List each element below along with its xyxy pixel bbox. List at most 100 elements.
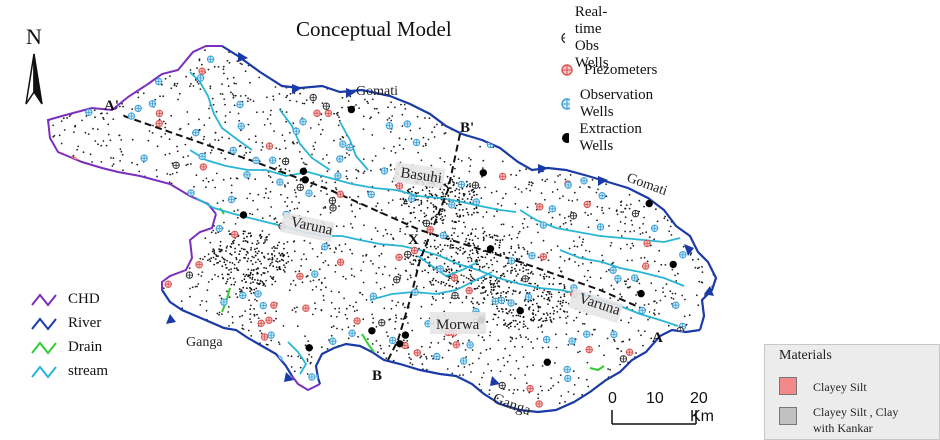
grid-dot: [450, 342, 452, 345]
grid-dot: [77, 191, 79, 194]
grid-dot: [461, 301, 464, 304]
grid-dot: [457, 247, 459, 250]
grid-dot: [166, 48, 169, 50]
grid-dot: [339, 138, 342, 141]
grid-dot: [217, 409, 220, 411]
grid-dot: [335, 188, 338, 191]
grid-dot: [285, 120, 287, 123]
grid-dot: [341, 96, 344, 99]
grid-dot: [430, 283, 433, 286]
grid-dot: [460, 160, 463, 162]
grid-dot: [586, 361, 589, 364]
grid-dot: [365, 381, 368, 383]
grid-dot: [148, 130, 151, 132]
grid-dot: [640, 372, 643, 375]
grid-dot: [400, 317, 403, 320]
grid-dot: [376, 407, 379, 410]
grid-dot: [276, 268, 279, 271]
observation-well-icon: [115, 187, 123, 195]
grid-dot: [218, 294, 221, 297]
grid-dot: [333, 139, 335, 142]
grid-dot: [237, 209, 239, 212]
grid-dot: [355, 168, 357, 171]
grid-dot: [220, 297, 223, 300]
grid-dot: [367, 102, 369, 104]
grid-dot: [488, 233, 491, 236]
grid-dot: [526, 160, 529, 163]
grid-dot: [541, 331, 544, 333]
grid-dot: [265, 279, 267, 282]
grid-dot: [468, 242, 470, 245]
north-arrow-icon: [25, 53, 43, 105]
grid-dot: [509, 309, 512, 311]
grid-dot: [471, 196, 473, 199]
grid-dot: [78, 180, 81, 183]
grid-dot: [533, 289, 535, 292]
grid-dot: [322, 299, 325, 301]
grid-dot: [718, 62, 720, 64]
grid-dot: [478, 41, 480, 43]
grid-dot: [488, 393, 491, 396]
grid-dot: [322, 261, 325, 264]
grid-dot: [113, 301, 116, 303]
grid-dot: [309, 242, 311, 245]
grid-dot: [222, 257, 225, 260]
grid-dot: [330, 301, 333, 304]
piezometer-icon: [198, 67, 206, 75]
grid-dot: [426, 246, 428, 249]
grid-dot: [293, 208, 296, 210]
grid-dot: [572, 370, 575, 373]
grid-dot: [95, 219, 98, 222]
grid-dot: [425, 355, 427, 358]
grid-dot: [488, 89, 490, 92]
grid-dot: [80, 261, 82, 263]
real-time-well-icon: [162, 188, 170, 196]
grid-dot: [99, 221, 102, 224]
grid-dot: [212, 229, 215, 232]
grid-dot: [425, 144, 427, 147]
grid-dot: [494, 137, 497, 140]
grid-dot: [540, 317, 543, 320]
grid-dot: [423, 86, 425, 88]
grid-dot: [466, 184, 469, 186]
grid-dot: [634, 302, 637, 305]
grid-dot: [547, 303, 549, 305]
grid-dot: [327, 383, 330, 386]
grid-dot: [263, 256, 266, 259]
grid-dot: [246, 197, 249, 200]
grid-dot: [350, 274, 353, 277]
grid-dot: [644, 377, 646, 380]
grid-dot: [268, 174, 270, 177]
scale-label-0: 0: [608, 390, 617, 407]
grid-dot: [286, 241, 289, 243]
observation-well-icon: [308, 373, 316, 381]
grid-dot: [479, 103, 482, 106]
grid-dot: [694, 354, 697, 357]
grid-dot: [58, 214, 61, 217]
grid-dot: [464, 74, 467, 77]
grid-dot: [453, 182, 456, 184]
grid-dot: [388, 117, 391, 119]
grid-dot: [405, 315, 408, 318]
grid-dot: [154, 342, 157, 345]
grid-dot: [539, 274, 542, 276]
grid-dot: [539, 142, 542, 145]
grid-dot: [666, 85, 668, 88]
grid-dot: [191, 397, 194, 400]
grid-dot: [135, 407, 138, 409]
grid-dot: [186, 111, 189, 113]
grid-dot: [401, 125, 404, 127]
grid-dot: [660, 263, 663, 266]
grid-dot: [432, 277, 435, 280]
grid-dot: [423, 215, 426, 218]
grid-dot: [263, 266, 265, 269]
grid-dot: [477, 252, 479, 255]
observation-well-icon: [524, 293, 533, 301]
grid-dot: [320, 113, 323, 116]
grid-dot: [148, 412, 150, 414]
grid-dot: [667, 324, 670, 327]
grid-dot: [311, 248, 314, 250]
grid-dot: [532, 86, 534, 89]
grid-dot: [509, 110, 512, 113]
grid-dot: [141, 405, 144, 407]
